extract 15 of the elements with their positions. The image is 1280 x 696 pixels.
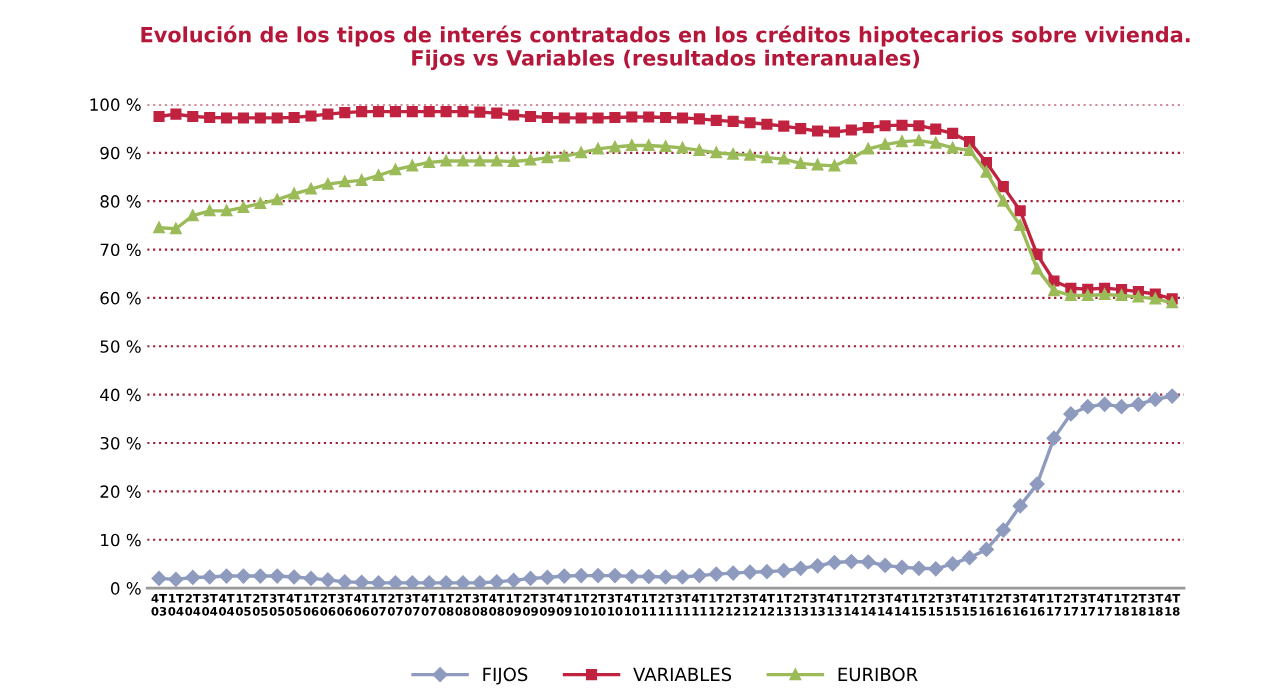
y-tick-label: 20 % — [100, 485, 141, 498]
legend-label: VARIABLES — [633, 667, 732, 682]
y-tick-label: 90 % — [100, 146, 141, 160]
chart-title: Evolución de los tipos de interés contratados en los créditos hipotecarios sobre vivienda. Fijos vs Variables (resultados interanuales) — [141, 25, 1190, 71]
y-tick-label: 40 % — [100, 388, 141, 402]
y-tick-label: 30 % — [100, 436, 141, 450]
y-tick-label: 70 % — [100, 243, 141, 257]
legend-label: FIJOS — [483, 667, 528, 685]
y-tick-label: 0 % — [111, 582, 141, 595]
y-tick-label: 100 % — [90, 98, 141, 111]
y-tick-label: 60 % — [100, 291, 141, 305]
legend-label: EURIBOR — [838, 667, 918, 682]
y-tick-label: 10 % — [101, 533, 141, 547]
y-tick-label: 80 % — [100, 195, 141, 208]
y-tick-label: 50 % — [100, 340, 141, 353]
